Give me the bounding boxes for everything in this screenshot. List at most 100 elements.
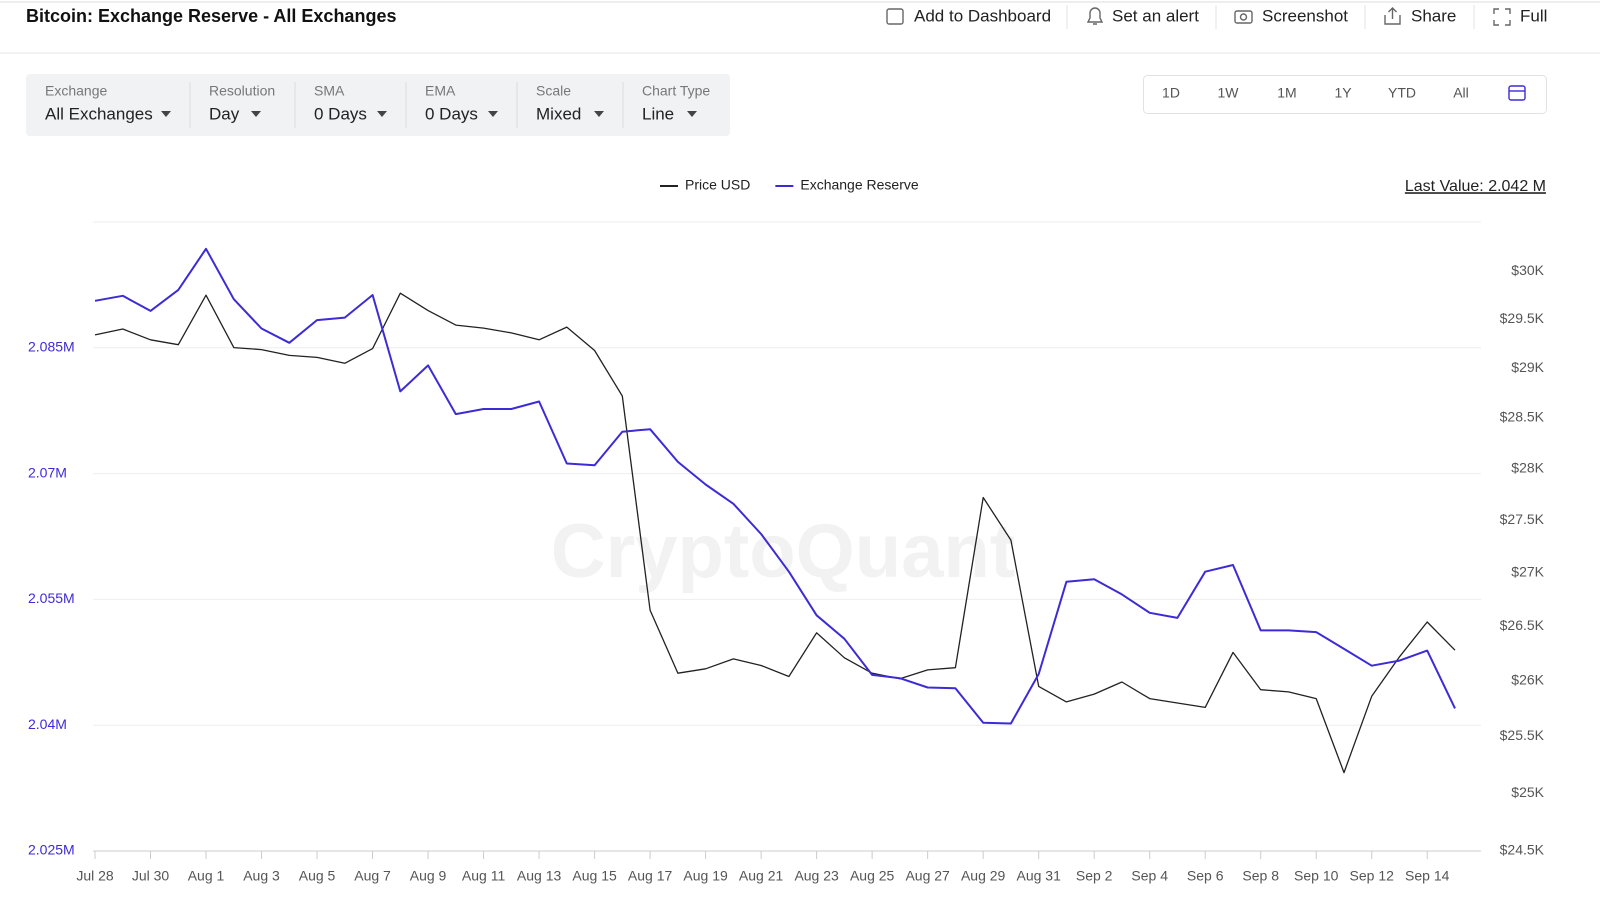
x-tick-label: Aug 7 — [354, 868, 391, 884]
filter-label: Exchange — [45, 83, 107, 99]
dropdown-arrow — [687, 111, 697, 117]
y2-tick-label: $25K — [1511, 784, 1544, 800]
icon — [1508, 85, 1526, 101]
range-button[interactable]: 1W — [1218, 85, 1240, 101]
y-tick-label: 2.055M — [28, 590, 75, 606]
filter-dropdown[interactable]: Resolution Day — [209, 83, 275, 124]
x-tick-label: Aug 27 — [905, 868, 950, 884]
filter-label: Chart Type — [642, 83, 710, 99]
legend-label[interactable]: Exchange Reserve — [800, 177, 919, 193]
y2-tick-label: $30K — [1511, 262, 1544, 278]
share-button[interactable]: Share — [1411, 6, 1456, 25]
range-button[interactable]: YTD — [1388, 85, 1416, 101]
icon — [1086, 7, 1104, 25]
y2-tick-label: $26K — [1511, 672, 1544, 688]
filter-value: Day — [209, 104, 240, 123]
screenshot-button[interactable]: Screenshot — [1262, 6, 1348, 25]
filter-dropdown[interactable]: Chart Type Line — [642, 83, 710, 124]
filter-dropdown[interactable]: Exchange All Exchanges — [45, 83, 171, 124]
filter-panel — [26, 74, 730, 136]
y2-tick-label: $29K — [1511, 359, 1544, 375]
x-tick-label: Aug 3 — [243, 868, 280, 884]
x-tick-label: Aug 25 — [850, 868, 895, 884]
dropdown-arrow — [594, 111, 604, 117]
filter-dropdown[interactable]: EMA 0 Days — [425, 83, 498, 124]
filter-dropdown[interactable]: Scale Mixed — [536, 83, 604, 124]
x-tick-label: Aug 9 — [410, 868, 447, 884]
x-tick-label: Jul 28 — [76, 868, 114, 884]
dropdown-arrow — [377, 111, 387, 117]
toolbar: Add to Dashboard Set an alert Screenshot… — [886, 5, 1547, 29]
y2-tick-label: $26.5K — [1500, 617, 1545, 633]
series-line — [94, 247, 1456, 725]
icon — [886, 8, 904, 25]
filter-value: 0 Days — [314, 104, 367, 123]
page-title: Bitcoin: Exchange Reserve - All Exchange… — [26, 6, 396, 26]
filter-label: EMA — [425, 83, 456, 99]
dropdown-arrow — [251, 111, 261, 117]
x-tick-label: Jul 30 — [132, 868, 170, 884]
filter-label: Scale — [536, 83, 571, 99]
legend-label[interactable]: Price USD — [685, 177, 750, 193]
x-tick-label: Aug 15 — [572, 868, 617, 884]
y2-tick-label: $27K — [1511, 564, 1544, 580]
filter-value: Mixed — [536, 104, 581, 123]
series-line — [94, 292, 1456, 774]
x-tick-label: Aug 31 — [1016, 868, 1061, 884]
filter-dropdown[interactable]: SMA 0 Days — [314, 83, 387, 124]
range-panel — [1143, 75, 1547, 114]
y2-tick-label: $28.5K — [1500, 409, 1545, 425]
y-tick-label: 2.025M — [28, 842, 75, 858]
x-tick-label: Aug 23 — [794, 868, 839, 884]
x-tick-label: Sep 6 — [1187, 868, 1224, 884]
range-button[interactable]: 1M — [1277, 85, 1296, 101]
filter-label: SMA — [314, 83, 345, 99]
y2-tick-label: $29.5K — [1500, 310, 1545, 326]
y-tick-label: 2.04M — [28, 716, 67, 732]
filter-label: Resolution — [209, 83, 275, 99]
add-dashboard-button[interactable]: Add to Dashboard — [914, 6, 1051, 25]
full-button[interactable]: Full — [1520, 6, 1547, 25]
y-tick-label: 2.07M — [28, 464, 67, 480]
filter-value: All Exchanges — [45, 104, 153, 123]
watermark: CryptoQuant — [551, 509, 1015, 594]
x-tick-label: Sep 12 — [1350, 868, 1395, 884]
icon — [1239, 13, 1248, 21]
x-tick-label: Aug 5 — [299, 868, 336, 884]
filter-value: Line — [642, 104, 674, 123]
x-tick-label: Sep 14 — [1405, 868, 1450, 884]
x-tick-label: Aug 13 — [517, 868, 562, 884]
y2-tick-label: $25.5K — [1500, 727, 1545, 743]
y2-tick-label: $24.5K — [1500, 842, 1545, 858]
x-tick-label: Aug 11 — [462, 868, 506, 884]
range-button[interactable]: All — [1453, 85, 1469, 101]
y2-tick-label: $27.5K — [1500, 511, 1545, 527]
x-tick-label: Aug 21 — [739, 868, 784, 884]
x-tick-label: Sep 10 — [1294, 868, 1339, 884]
ranges: 1D 1W 1M 1Y YTD All — [1162, 85, 1469, 101]
x-tick-label: Aug 1 — [188, 868, 225, 884]
alert-button[interactable]: Set an alert — [1112, 6, 1199, 25]
icon — [1493, 8, 1511, 26]
x-tick-label: Aug 19 — [683, 868, 728, 884]
calendar-button[interactable] — [1508, 85, 1526, 101]
dropdown-arrow — [161, 111, 171, 117]
filter-value: 0 Days — [425, 104, 478, 123]
y-tick-label: 2.085M — [28, 339, 75, 355]
range-button[interactable]: 1Y — [1334, 85, 1352, 101]
x-tick-label: Aug 29 — [961, 868, 1006, 884]
x-tick-label: Sep 2 — [1076, 868, 1113, 884]
chart: 2.025M 2.04M 2.055M 2.07M 2.085M $24.5K $25K $2… — [28, 177, 1545, 884]
y2-tick-label: $28K — [1511, 459, 1544, 475]
filters: Exchange All Exchanges Resolution Day SMA 0 D… — [45, 82, 710, 128]
range-button[interactable]: 1D — [1162, 85, 1180, 101]
legend: Price USD Exchange Reserve — [660, 177, 919, 193]
dropdown-arrow — [488, 111, 498, 117]
last-value: Last Value: 2.042 M — [1405, 178, 1546, 195]
x-tick-label: Aug 17 — [628, 868, 673, 884]
x-tick-label: Sep 8 — [1242, 868, 1279, 884]
x-tick-label: Sep 4 — [1131, 868, 1168, 884]
icon — [1234, 10, 1253, 24]
icon — [1384, 7, 1401, 25]
